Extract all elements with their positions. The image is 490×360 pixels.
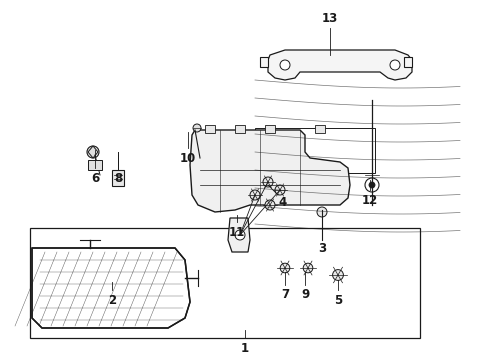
- Circle shape: [317, 207, 327, 217]
- Bar: [404, 57, 412, 67]
- Bar: [30, 228, 420, 338]
- Circle shape: [390, 60, 400, 70]
- Circle shape: [250, 190, 260, 200]
- Circle shape: [263, 177, 273, 187]
- Text: 12: 12: [362, 194, 378, 207]
- Circle shape: [87, 146, 99, 158]
- Circle shape: [275, 185, 285, 195]
- Bar: [260, 57, 268, 67]
- Text: 3: 3: [318, 242, 326, 255]
- Circle shape: [303, 263, 313, 273]
- Polygon shape: [190, 130, 350, 212]
- Circle shape: [265, 200, 275, 210]
- Bar: [205, 125, 215, 133]
- Circle shape: [92, 162, 98, 168]
- Polygon shape: [88, 146, 98, 158]
- Bar: [112, 170, 124, 186]
- Circle shape: [365, 178, 379, 192]
- Text: 4: 4: [279, 195, 287, 208]
- Text: 10: 10: [180, 152, 196, 165]
- Circle shape: [235, 230, 245, 240]
- Polygon shape: [32, 248, 190, 328]
- Text: 2: 2: [108, 293, 116, 306]
- Bar: [315, 125, 325, 133]
- Polygon shape: [268, 50, 412, 80]
- Circle shape: [333, 270, 343, 280]
- Text: 1: 1: [241, 342, 249, 355]
- Circle shape: [369, 182, 375, 188]
- Bar: [255, 128, 375, 173]
- Text: 9: 9: [301, 288, 309, 302]
- Bar: [265, 125, 275, 133]
- Bar: [235, 125, 245, 133]
- Circle shape: [280, 60, 290, 70]
- Text: 6: 6: [91, 171, 99, 184]
- Text: 5: 5: [334, 293, 342, 306]
- Circle shape: [280, 263, 290, 273]
- Bar: [88, 160, 102, 170]
- Circle shape: [193, 124, 201, 132]
- Polygon shape: [228, 218, 250, 252]
- Text: 7: 7: [281, 288, 289, 302]
- Text: 13: 13: [322, 12, 338, 24]
- Text: 8: 8: [114, 171, 122, 184]
- Text: 11: 11: [229, 225, 245, 238]
